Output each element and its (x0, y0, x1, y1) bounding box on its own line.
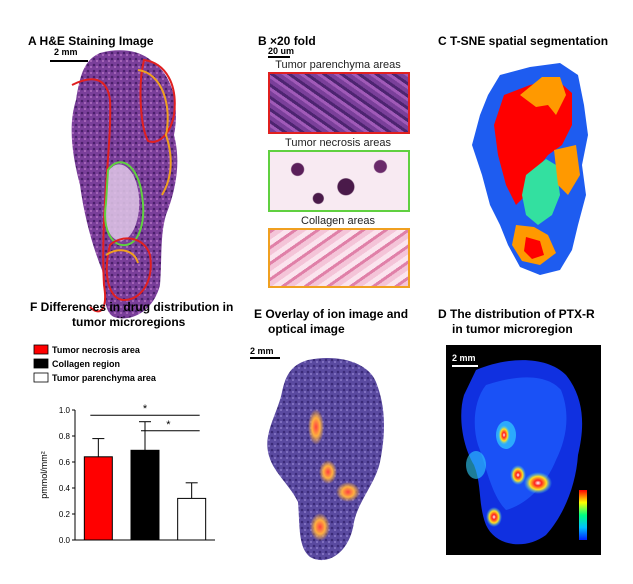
legend-label-2: Tumor parenchyma area (52, 373, 157, 383)
panel-e-scale-label: 2 mm (250, 346, 274, 356)
micro-image-collagen (268, 228, 410, 288)
panel-d-scale-label: 2 mm (452, 353, 476, 363)
overlay-ion-optical-image (267, 358, 384, 561)
y-tick-label-4: 0.8 (59, 432, 71, 441)
bar-2 (177, 497, 207, 541)
y-tick-label-1: 0.2 (59, 510, 71, 519)
micro-label-parenchyma: Tumor parenchyma areas (275, 59, 401, 71)
panel-b-scale-bar (268, 56, 290, 58)
panel-a-scale-bar (50, 60, 88, 62)
tsne-segmentation-map (472, 63, 588, 275)
panel-e-title-line2: optical image (268, 322, 345, 336)
legend-swatch-2 (33, 372, 49, 383)
bar-0 (83, 456, 113, 541)
he-tissue-image (71, 50, 178, 319)
micro-image-parenchyma (268, 72, 410, 134)
y-tick-label-3: 0.6 (59, 458, 71, 467)
legend-label-1: Collagen region (52, 359, 120, 369)
panel-d-scale-bar (452, 365, 478, 367)
micro-label-necrosis: Tumor necrosis areas (285, 137, 391, 149)
panel-f-title-line2: tumor microregions (72, 315, 186, 329)
panel-b-title: B ×20 fold (258, 34, 316, 48)
panel-b-scale-label: 20 um (268, 46, 295, 56)
panel-d-title-line2: in tumor microregion (452, 322, 573, 336)
y-tick-label-0: 0.0 (59, 536, 71, 545)
panel-a-scale-label: 2 mm (54, 47, 78, 57)
ptx-r-distribution-map: 2 mm (446, 345, 601, 555)
legend-label-0: Tumor necrosis area (52, 345, 141, 355)
bar-1 (130, 449, 160, 541)
y-axis-label: pmmol/mm² (39, 451, 49, 499)
panel-a-title: A H&E Staining Image (28, 34, 154, 48)
colorbar (579, 490, 587, 540)
micro-label-collagen: Collagen areas (301, 215, 375, 227)
panel-c-title: C T-SNE spatial segmentation (438, 34, 609, 48)
drug-distribution-bar-chart: Tumor necrosis area Collagen region Tumor … (33, 344, 215, 545)
panel-d-title-line1: D The distribution of PTX-R (438, 307, 595, 321)
legend-swatch-0 (33, 344, 49, 355)
significance-star-0: * (143, 403, 148, 415)
panel-e-scale-bar (250, 357, 280, 359)
y-tick-label-5: 1.0 (59, 406, 71, 415)
panel-f-title-line1: F Differences in drug distribution in (30, 300, 234, 314)
micro-image-necrosis (268, 150, 410, 212)
significance-star-1: * (166, 419, 171, 431)
panel-e-title-line1: E Overlay of ion image and (254, 307, 409, 321)
legend-swatch-1 (33, 358, 49, 369)
y-tick-label-2: 0.4 (59, 484, 71, 493)
